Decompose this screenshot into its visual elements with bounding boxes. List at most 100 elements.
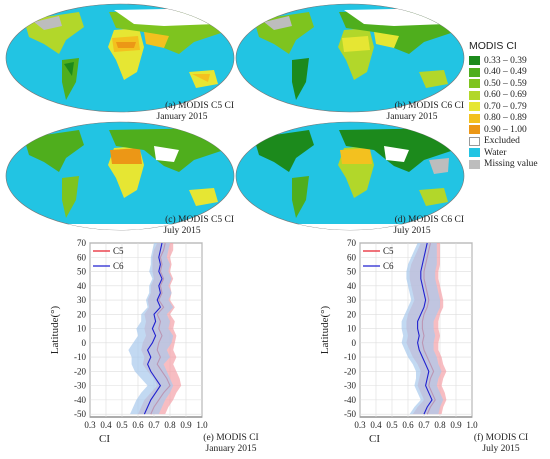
series-c6-band — [401, 243, 444, 415]
x-tick-label: 1.0 — [466, 420, 478, 430]
chart-caption-date: January 2015 — [206, 444, 257, 454]
map-b-caption-line1: (b) MODIS C6 CI — [394, 101, 464, 111]
legend-swatch — [469, 113, 480, 123]
map-d — [234, 120, 466, 232]
chart-caption-date: July 2015 — [482, 444, 519, 454]
legend-label: 0.50 – 0.59 — [484, 78, 527, 89]
y-axis-label: Latitude(°) — [49, 305, 61, 354]
legend-item: Missing value — [469, 159, 549, 171]
map-c-caption-line2: July 2015 — [163, 226, 201, 236]
map-b-caption: (b) MODIS C6 CI January 2015 — [360, 101, 464, 123]
map-b-caption-line2: January 2015 — [386, 112, 438, 122]
y-tick-label: 40 — [347, 281, 357, 291]
y-tick-label: -20 — [74, 366, 86, 376]
x-axis-label: CI — [369, 433, 380, 445]
y-tick-label: 10 — [77, 324, 87, 334]
chart-legend-label: C5 — [113, 246, 124, 256]
chart-caption: (e) MODIS CI — [203, 432, 258, 443]
map-a-caption: (a) MODIS C5 CI January 2015 — [130, 101, 234, 123]
x-tick-label: 0.7 — [148, 420, 160, 430]
y-tick-label: 60 — [347, 252, 357, 262]
chart-legend-label: C6 — [383, 261, 394, 271]
x-tick-label: 0.5 — [116, 420, 128, 430]
x-tick-label: 0.9 — [450, 420, 462, 430]
legend-label: Missing value — [484, 159, 538, 170]
legend-item: 0.90 – 1.00 — [469, 124, 549, 136]
legend-item: Water — [469, 147, 549, 159]
y-tick-label: -10 — [74, 352, 86, 362]
legend-label: Excluded — [484, 136, 520, 147]
legend-item: 0.40 – 0.49 — [469, 67, 549, 79]
chart-legend-label: C6 — [113, 261, 124, 271]
y-tick-label: 0 — [352, 338, 357, 348]
latitude-profile-chart-july: 0.3 0.4 0.5 0.6 0.7 0.8 0.9 1.0 70 60 50 40 30 20 10 0 -… — [319, 238, 528, 454]
legend-swatch — [469, 148, 480, 158]
legend-swatch — [469, 125, 480, 135]
legend-swatch — [469, 56, 480, 66]
x-tick-label: 0.8 — [164, 420, 176, 430]
legend-label: 0.90 – 1.00 — [484, 124, 527, 135]
y-tick-label: -40 — [74, 395, 86, 405]
legend-label: 0.33 – 0.39 — [484, 55, 527, 66]
y-tick-label: 0 — [82, 338, 87, 348]
x-tick-label: 0.7 — [418, 420, 430, 430]
legend-label: 0.60 – 0.69 — [484, 90, 527, 101]
legend-swatch — [469, 67, 480, 77]
x-tick-label: 0.4 — [370, 420, 382, 430]
map-c-caption-line1: (c) MODIS C5 CI — [165, 215, 234, 225]
y-axis-label: Latitude(°) — [319, 305, 331, 354]
map-d-caption-line1: (d) MODIS C6 CI — [394, 215, 464, 225]
y-tick-label: -10 — [344, 352, 356, 362]
legend-item: 0.50 – 0.59 — [469, 78, 549, 90]
legend-label: Water — [484, 147, 507, 158]
x-tick-label: 0.8 — [434, 420, 446, 430]
y-tick-label: 40 — [77, 281, 87, 291]
latitude-profile-chart-january: 0.3 0.4 0.5 0.6 0.7 0.8 0.9 1.0 70 60 50 40 30 20 10 0 -… — [49, 238, 259, 454]
y-tick-label: -50 — [344, 409, 356, 419]
x-tick-label: 1.0 — [196, 420, 208, 430]
y-tick-label: -30 — [74, 381, 86, 391]
y-tick-label: 70 — [77, 238, 87, 248]
series-c6-line — [417, 242, 433, 415]
legend-label: 0.70 – 0.79 — [484, 101, 527, 112]
y-tick-label: -30 — [344, 381, 356, 391]
y-tick-label: -50 — [74, 409, 86, 419]
y-tick-label: -40 — [344, 395, 356, 405]
chart-legend-label: C5 — [383, 246, 394, 256]
series-c6-band — [128, 243, 174, 415]
legend-swatch — [469, 79, 480, 89]
x-tick-label: 0.3 — [354, 420, 366, 430]
y-tick-label: 30 — [347, 295, 357, 305]
x-axis-label: CI — [99, 433, 110, 445]
legend-label: 0.40 – 0.49 — [484, 67, 527, 78]
map-legend: MODIS CI 0.33 – 0.39 0.40 – 0.49 0.50 – 0.… — [469, 40, 549, 170]
y-tick-label: 50 — [77, 267, 87, 277]
y-tick-label: 30 — [77, 295, 87, 305]
legend-item: 0.60 – 0.69 — [469, 90, 549, 102]
map-a — [4, 2, 236, 114]
map-c-caption: (c) MODIS C5 CI July 2015 — [130, 215, 234, 237]
legend-swatch — [469, 159, 480, 169]
y-tick-label: 70 — [347, 238, 357, 248]
series-c6-line — [143, 242, 163, 415]
y-tick-label: 20 — [347, 309, 357, 319]
x-tick-label: 0.4 — [100, 420, 112, 430]
legend-swatch — [469, 90, 480, 100]
x-tick-label: 0.6 — [132, 420, 144, 430]
map-c — [4, 120, 236, 232]
y-tick-label: 60 — [77, 252, 87, 262]
map-d-caption-line2: July 2015 — [393, 226, 431, 236]
legend-swatch — [469, 102, 480, 112]
map-a-caption-line1: (a) MODIS C5 CI — [165, 101, 234, 111]
x-tick-label: 0.9 — [180, 420, 192, 430]
map-b — [234, 2, 466, 114]
x-tick-label: 0.3 — [84, 420, 96, 430]
map-a-caption-line2: January 2015 — [156, 112, 208, 122]
legend-item: 0.33 – 0.39 — [469, 55, 549, 67]
legend-item: Excluded — [469, 136, 549, 148]
map-legend-title: MODIS CI — [469, 40, 517, 52]
x-tick-label: 0.5 — [386, 420, 398, 430]
legend-swatch — [469, 136, 480, 146]
legend-item: 0.70 – 0.79 — [469, 101, 549, 113]
y-tick-label: -20 — [344, 366, 356, 376]
